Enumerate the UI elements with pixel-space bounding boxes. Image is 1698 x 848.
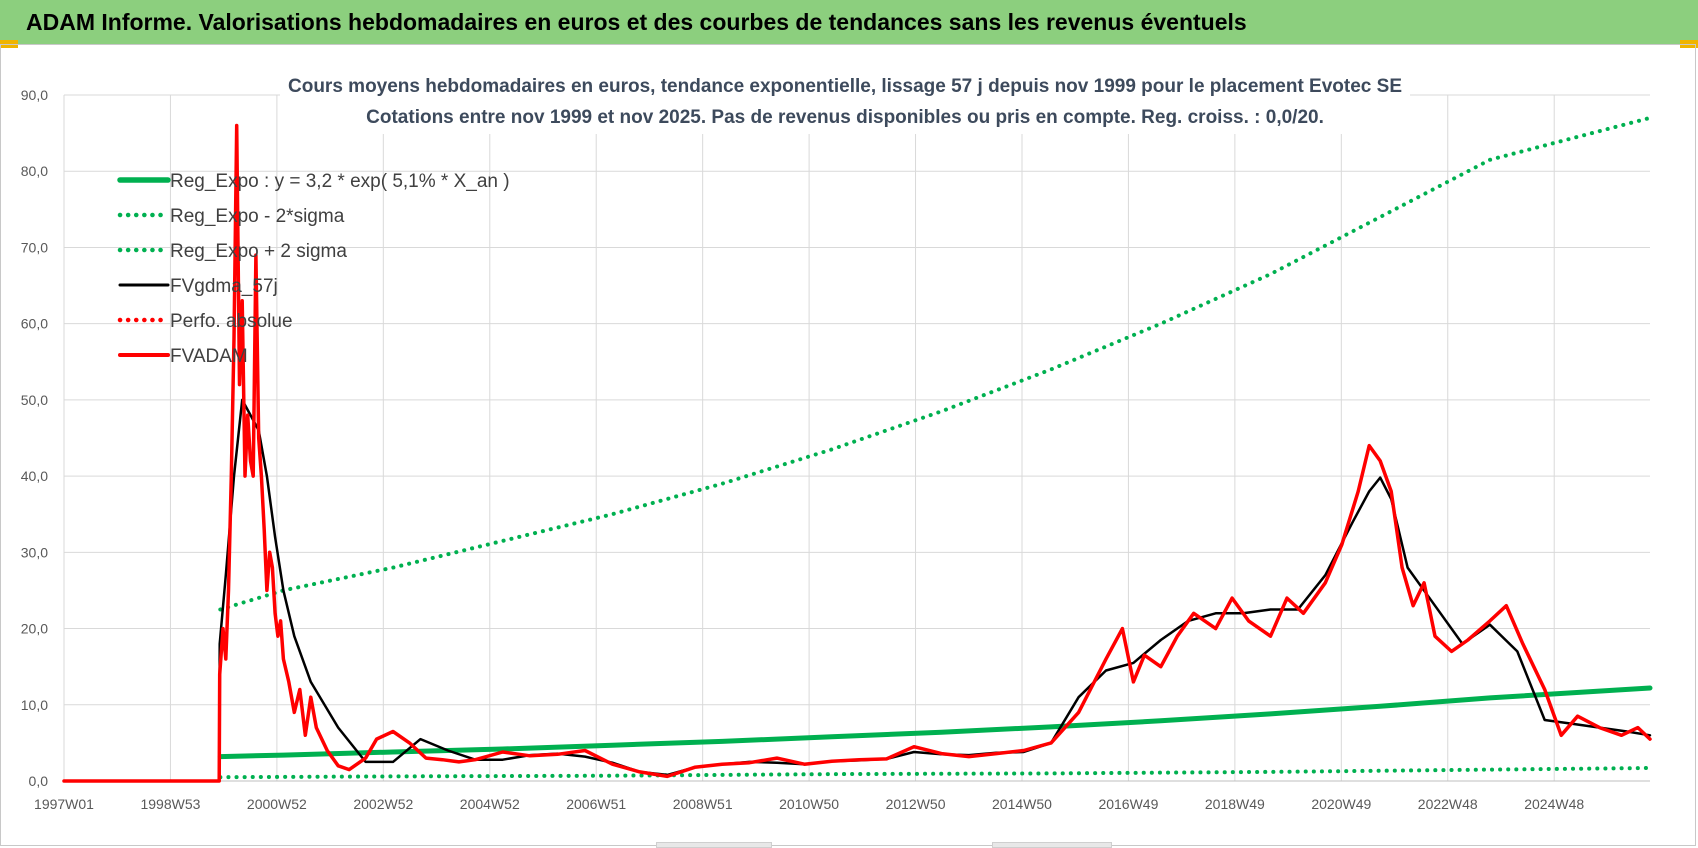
x-tick-label: 2024W48 [1524, 796, 1584, 812]
chart-frame [0, 44, 1696, 846]
y-tick-label: 20,0 [21, 621, 48, 637]
x-tick-label: 2020W49 [1311, 796, 1371, 812]
x-tick-label: 2014W50 [992, 796, 1052, 812]
y-tick-label: 70,0 [21, 239, 48, 255]
x-tick-label: 2002W52 [353, 796, 413, 812]
y-tick-label: 0,0 [29, 773, 49, 789]
series-line-0 [217, 685, 1653, 760]
y-tick-label: 80,0 [21, 163, 48, 179]
x-tick-label: 2012W50 [886, 796, 946, 812]
x-axis-ticks: 1997W01 1998W53 2000W52 2002W52 2004W52 2006W… [34, 796, 1584, 812]
y-tick-label: 30,0 [21, 544, 48, 560]
y-tick-label: 40,0 [21, 468, 48, 484]
x-tick-label: 2008W51 [673, 796, 733, 812]
x-tick-label: 1998W53 [140, 796, 200, 812]
series-line-3 [62, 398, 1652, 783]
chart-title: Cours moyens hebdomadaires en euros, ten… [288, 76, 1402, 97]
legend-label: FVgdma_57j [170, 276, 278, 297]
series-line-2 [218, 115, 1652, 612]
series-line-1 [218, 766, 1652, 780]
header-title: ADAM Informe. Valorisations hebdomadaire… [0, 0, 1698, 44]
y-tick-label: 10,0 [21, 697, 48, 713]
legend: Reg_Expo : y = 3,2 * exp( 5,1% * X_an ) R… [117, 171, 510, 367]
series-line-5 [62, 123, 1652, 783]
y-tick-label: 90,0 [21, 87, 48, 103]
x-tick-label: 2018W49 [1205, 796, 1265, 812]
x-tick-label: 1997W01 [34, 796, 94, 812]
legend-label: Reg_Expo : y = 3,2 * exp( 5,1% * X_an ) [170, 171, 510, 192]
chart-subtitle: Cotations entre nov 1999 et nov 2025. Pa… [366, 107, 1324, 128]
x-tick-label: 2006W51 [566, 796, 626, 812]
x-tick-label: 2016W49 [1098, 796, 1158, 812]
y-axis-ticks: 0,0 10,0 20,0 30,0 40,0 50,0 60,0 70,0 80,0 90,0 [21, 87, 48, 789]
x-tick-label: 2004W52 [460, 796, 520, 812]
x-tick-label: 2010W50 [779, 796, 839, 812]
y-tick-label: 60,0 [21, 316, 48, 332]
legend-label: Perfo. absolue [170, 311, 293, 332]
title-background [280, 64, 1410, 134]
legend-label: Reg_Expo + 2 sigma [170, 241, 347, 262]
y-tick-label: 50,0 [21, 392, 48, 408]
x-tick-label: 2000W52 [247, 796, 307, 812]
series-group [62, 115, 1653, 783]
gridlines [63, 94, 1650, 782]
legend-label: FVADAM [170, 346, 248, 367]
legend-label: Reg_Expo - 2*sigma [170, 206, 345, 227]
x-tick-label: 2022W48 [1418, 796, 1478, 812]
